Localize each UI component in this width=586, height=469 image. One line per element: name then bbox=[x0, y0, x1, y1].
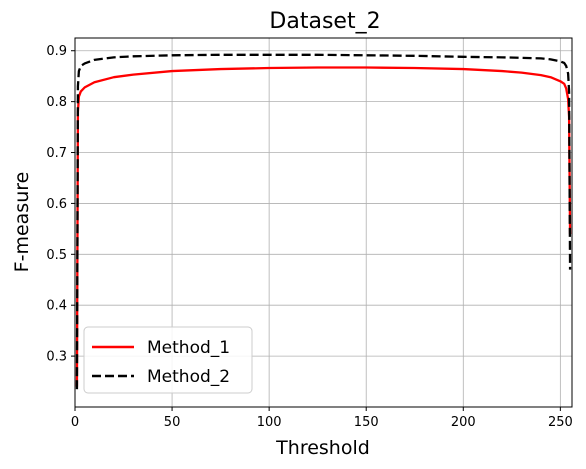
legend-label-method-1: Method_1 bbox=[147, 338, 230, 358]
series-line-2 bbox=[75, 53, 572, 390]
x-tick-label: 250 bbox=[548, 415, 573, 430]
y-tick-label: 0.9 bbox=[46, 44, 67, 59]
y-tick-label: 0.5 bbox=[46, 248, 67, 263]
legend: Method_1 Method_2 bbox=[83, 326, 253, 394]
x-axis-ticks: 0 50 100 150 200 250 bbox=[71, 407, 573, 430]
x-axis-label: Threshold bbox=[275, 437, 370, 459]
y-axis-label: F-measure bbox=[11, 172, 33, 273]
x-tick-label: 0 bbox=[71, 415, 79, 430]
x-tick-label: 50 bbox=[164, 415, 181, 430]
series-line-1 bbox=[75, 66, 572, 387]
x-tick-label: 150 bbox=[354, 415, 379, 430]
x-tick-label: 200 bbox=[451, 415, 476, 430]
y-tick-label: 0.4 bbox=[46, 299, 67, 314]
chart-title: Dataset_2 bbox=[269, 9, 380, 34]
series-layer bbox=[75, 53, 572, 390]
y-tick-label: 0.7 bbox=[46, 146, 67, 161]
y-tick-label: 0.8 bbox=[46, 95, 67, 110]
x-tick-label: 100 bbox=[257, 415, 282, 430]
grid bbox=[74, 38, 572, 407]
legend-label-method-2: Method_2 bbox=[147, 367, 230, 387]
y-tick-label: 0.6 bbox=[46, 197, 67, 212]
y-tick-label: 0.3 bbox=[46, 350, 67, 365]
plot-frame bbox=[74, 37, 573, 408]
y-axis-ticks: 0.3 0.4 0.5 0.6 0.7 0.8 0.9 bbox=[46, 44, 75, 365]
